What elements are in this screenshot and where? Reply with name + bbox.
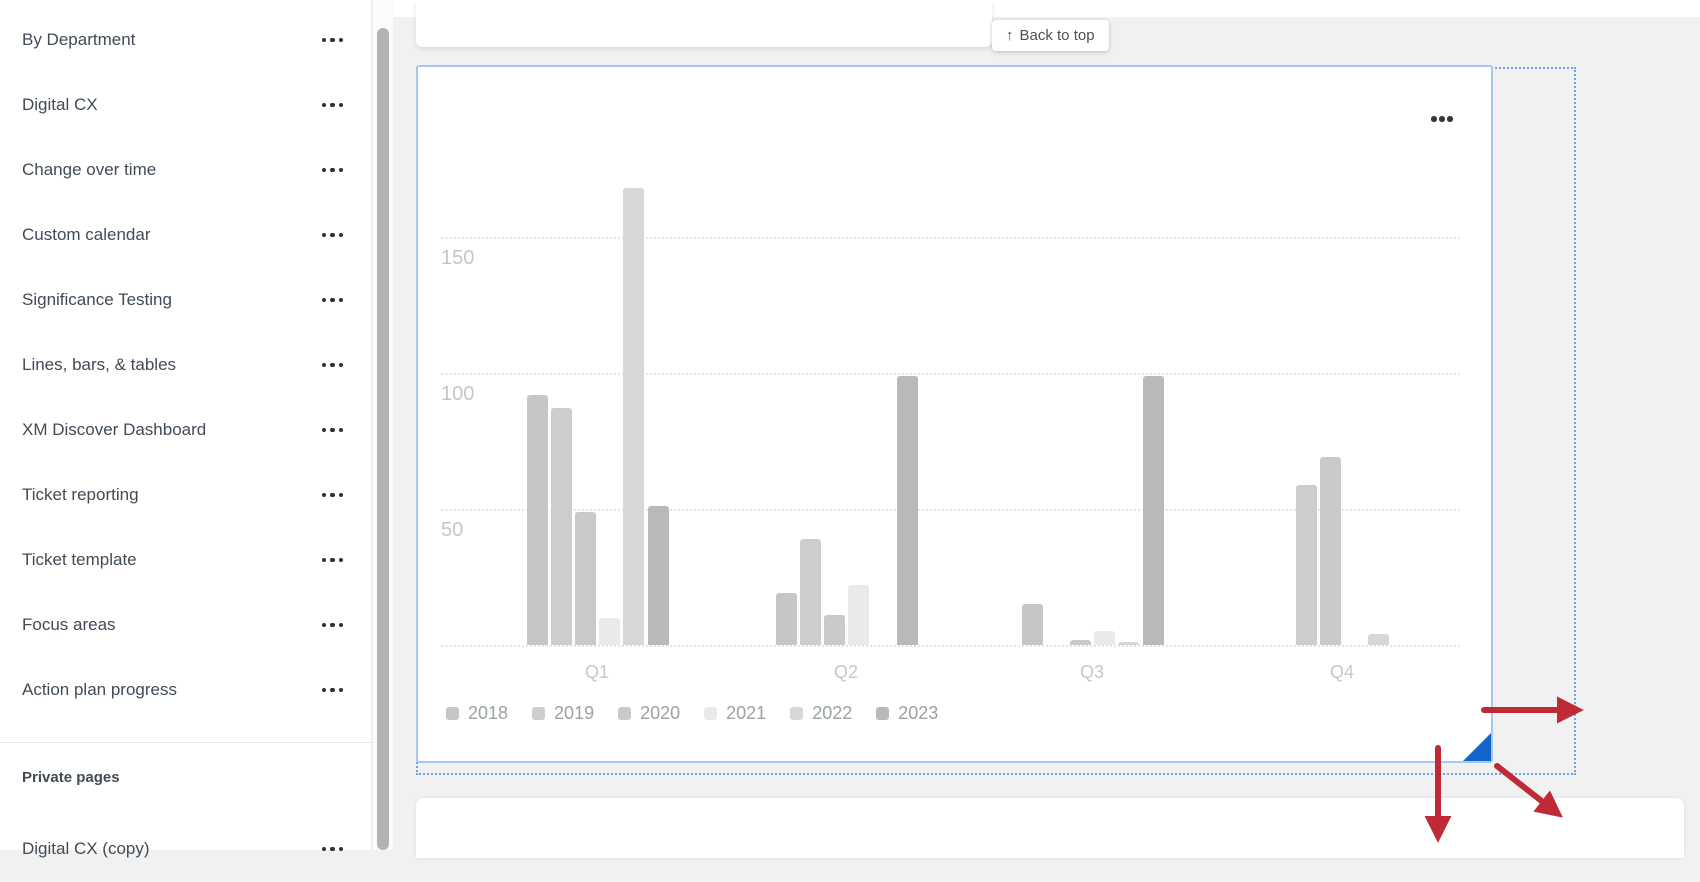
x-axis-category-label: Q4 — [1329, 662, 1354, 682]
page-options-ellipsis-icon[interactable] — [321, 846, 343, 852]
bar-Q1-2020[interactable] — [574, 511, 596, 645]
page-options-ellipsis-icon[interactable] — [321, 232, 343, 238]
sidebar-page-item[interactable]: Digital CX (copy) — [0, 817, 372, 882]
page-options-ellipsis-icon[interactable] — [321, 362, 343, 368]
sidebar-page-label: XM Discover Dashboard — [22, 420, 207, 439]
bar-Q3-2021[interactable] — [1094, 631, 1116, 645]
widget-options-ellipsis-icon[interactable] — [1419, 108, 1465, 130]
bar-Q4-2020[interactable] — [1319, 457, 1341, 645]
sidebar-page-label: Lines, bars, & tables — [22, 355, 177, 374]
bar-Q1-2023[interactable] — [647, 506, 669, 645]
legend-item-2022[interactable]: 2022 — [790, 703, 852, 724]
sidebar-page-item[interactable]: Significance Testing — [0, 268, 372, 333]
bar-Q2-2019[interactable] — [799, 538, 821, 645]
legend-item-2021[interactable]: 2021 — [704, 703, 766, 724]
sidebar-page-item[interactable]: Focus areas — [0, 593, 372, 658]
legend-label: 2018 — [468, 703, 509, 723]
bar-Q1-2022[interactable] — [623, 188, 645, 645]
page-options-ellipsis-icon[interactable] — [321, 687, 343, 693]
main-scrollbar-track[interactable] — [373, 0, 393, 850]
y-axis-tick-label: 150 — [441, 247, 475, 269]
bar-Q2-2021[interactable] — [848, 585, 870, 645]
bar-Q3-2020[interactable] — [1069, 639, 1091, 645]
legend-label: 2023 — [898, 703, 939, 723]
page-options-ellipsis-icon[interactable] — [321, 37, 343, 43]
legend-label: 2021 — [726, 703, 767, 723]
y-axis-tick-label: 100 — [441, 383, 475, 405]
bar-Q2-2020[interactable] — [823, 615, 845, 645]
legend-swatch-icon — [876, 707, 890, 720]
page-options-ellipsis-icon[interactable] — [321, 167, 343, 173]
sidebar-page-item[interactable]: Digital CX — [0, 73, 372, 138]
sidebar-page-label: Significance Testing — [22, 290, 172, 309]
gridline-100 — [441, 373, 1460, 375]
x-axis-category-label: Q1 — [584, 662, 609, 682]
legend-swatch-icon — [446, 707, 459, 720]
gridline-150 — [441, 237, 1460, 239]
bar-Q2-2018[interactable] — [775, 593, 797, 645]
private-pages-header: Private pages — [22, 769, 120, 786]
up-arrow-icon: ↑ — [1006, 27, 1014, 44]
bar-Q3-2018[interactable] — [1021, 604, 1043, 645]
bar-Q1-2021[interactable] — [599, 617, 621, 645]
bar-Q1-2018[interactable] — [526, 394, 548, 645]
bar-Q1-2019[interactable] — [550, 408, 572, 645]
sidebar-page-label: By Department — [22, 30, 136, 49]
sidebar-page-label: Digital CX — [22, 95, 98, 114]
legend-swatch-icon — [790, 707, 804, 720]
sidebar-page-label: Change over time — [22, 160, 157, 179]
x-axis-category-label: Q3 — [1079, 662, 1104, 682]
previous-widget-bottom-edge — [416, 0, 992, 47]
sidebar-page-item[interactable]: By Department — [0, 8, 372, 73]
sidebar-page-item[interactable]: Ticket template — [0, 528, 372, 593]
page-options-ellipsis-icon[interactable] — [321, 557, 343, 563]
sidebar-page-label: Focus areas — [22, 615, 116, 634]
sidebar-page-item[interactable]: Action plan progress — [0, 658, 372, 723]
back-to-top-label: Back to top — [1019, 27, 1095, 44]
dashboard-canvas: ↑ Back to top 50 100 150 Q1 Q2 Q3 Q4 2018 2019 20… — [393, 0, 1700, 858]
legend-swatch-icon — [618, 707, 632, 720]
legend-label: 2020 — [640, 703, 681, 723]
sidebar-page-label: Digital CX (copy) — [22, 839, 150, 858]
bar-chart-widget[interactable]: 50 100 150 Q1 Q2 Q3 Q4 2018 2019 2020 2021 2022 2023 — [416, 65, 1493, 763]
page-options-ellipsis-icon[interactable] — [321, 622, 343, 628]
y-axis-tick-label: 50 — [441, 519, 464, 541]
legend-item-2019[interactable]: 2019 — [532, 703, 594, 724]
x-axis-category-label: Q2 — [833, 662, 858, 682]
sidebar-page-item[interactable]: Lines, bars, & tables — [0, 333, 372, 398]
bar-Q4-2019[interactable] — [1295, 484, 1317, 645]
bar-Q2-2023[interactable] — [896, 375, 918, 645]
sidebar-page-item[interactable]: Change over time — [0, 138, 372, 203]
page-options-ellipsis-icon[interactable] — [321, 492, 343, 498]
page-options-ellipsis-icon[interactable] — [321, 102, 343, 108]
main-scrollbar-thumb[interactable] — [377, 28, 389, 850]
page-options-ellipsis-icon[interactable] — [321, 427, 343, 433]
legend-swatch-icon — [532, 707, 546, 720]
bar-Q3-2022[interactable] — [1118, 642, 1140, 645]
back-to-top-button[interactable]: ↑ Back to top — [992, 20, 1109, 51]
sidebar-page-label: Custom calendar — [22, 225, 151, 244]
sidebar-page-item[interactable]: XM Discover Dashboard — [0, 398, 372, 463]
gridline-50 — [441, 509, 1460, 511]
dashboard-pages-sidebar: By Department Digital CX Change over time C… — [0, 0, 372, 858]
sidebar-page-item[interactable]: Ticket reporting — [0, 463, 372, 528]
bar-Q4-2022[interactable] — [1368, 634, 1390, 645]
chart-legend: 2018 2019 2020 2021 2022 2023 — [446, 703, 938, 724]
page-options-ellipsis-icon[interactable] — [321, 297, 343, 303]
sidebar-page-label: Ticket reporting — [22, 485, 139, 504]
legend-item-2023[interactable]: 2023 — [876, 703, 938, 724]
bar-Q3-2023[interactable] — [1142, 375, 1164, 645]
legend-item-2018[interactable]: 2018 — [446, 703, 508, 724]
sidebar-page-label: Ticket template — [22, 550, 137, 569]
sidebar-divider — [0, 742, 372, 743]
legend-label: 2019 — [554, 703, 595, 723]
next-widget-top-edge[interactable] — [416, 798, 1684, 858]
legend-item-2020[interactable]: 2020 — [618, 703, 680, 724]
sidebar-page-label: Action plan progress — [22, 680, 177, 699]
legend-swatch-icon — [704, 707, 718, 720]
widget-resize-handle[interactable] — [1463, 733, 1491, 761]
x-axis-baseline — [441, 645, 1460, 647]
sidebar-page-item[interactable]: Custom calendar — [0, 203, 372, 268]
legend-label: 2022 — [812, 703, 853, 723]
